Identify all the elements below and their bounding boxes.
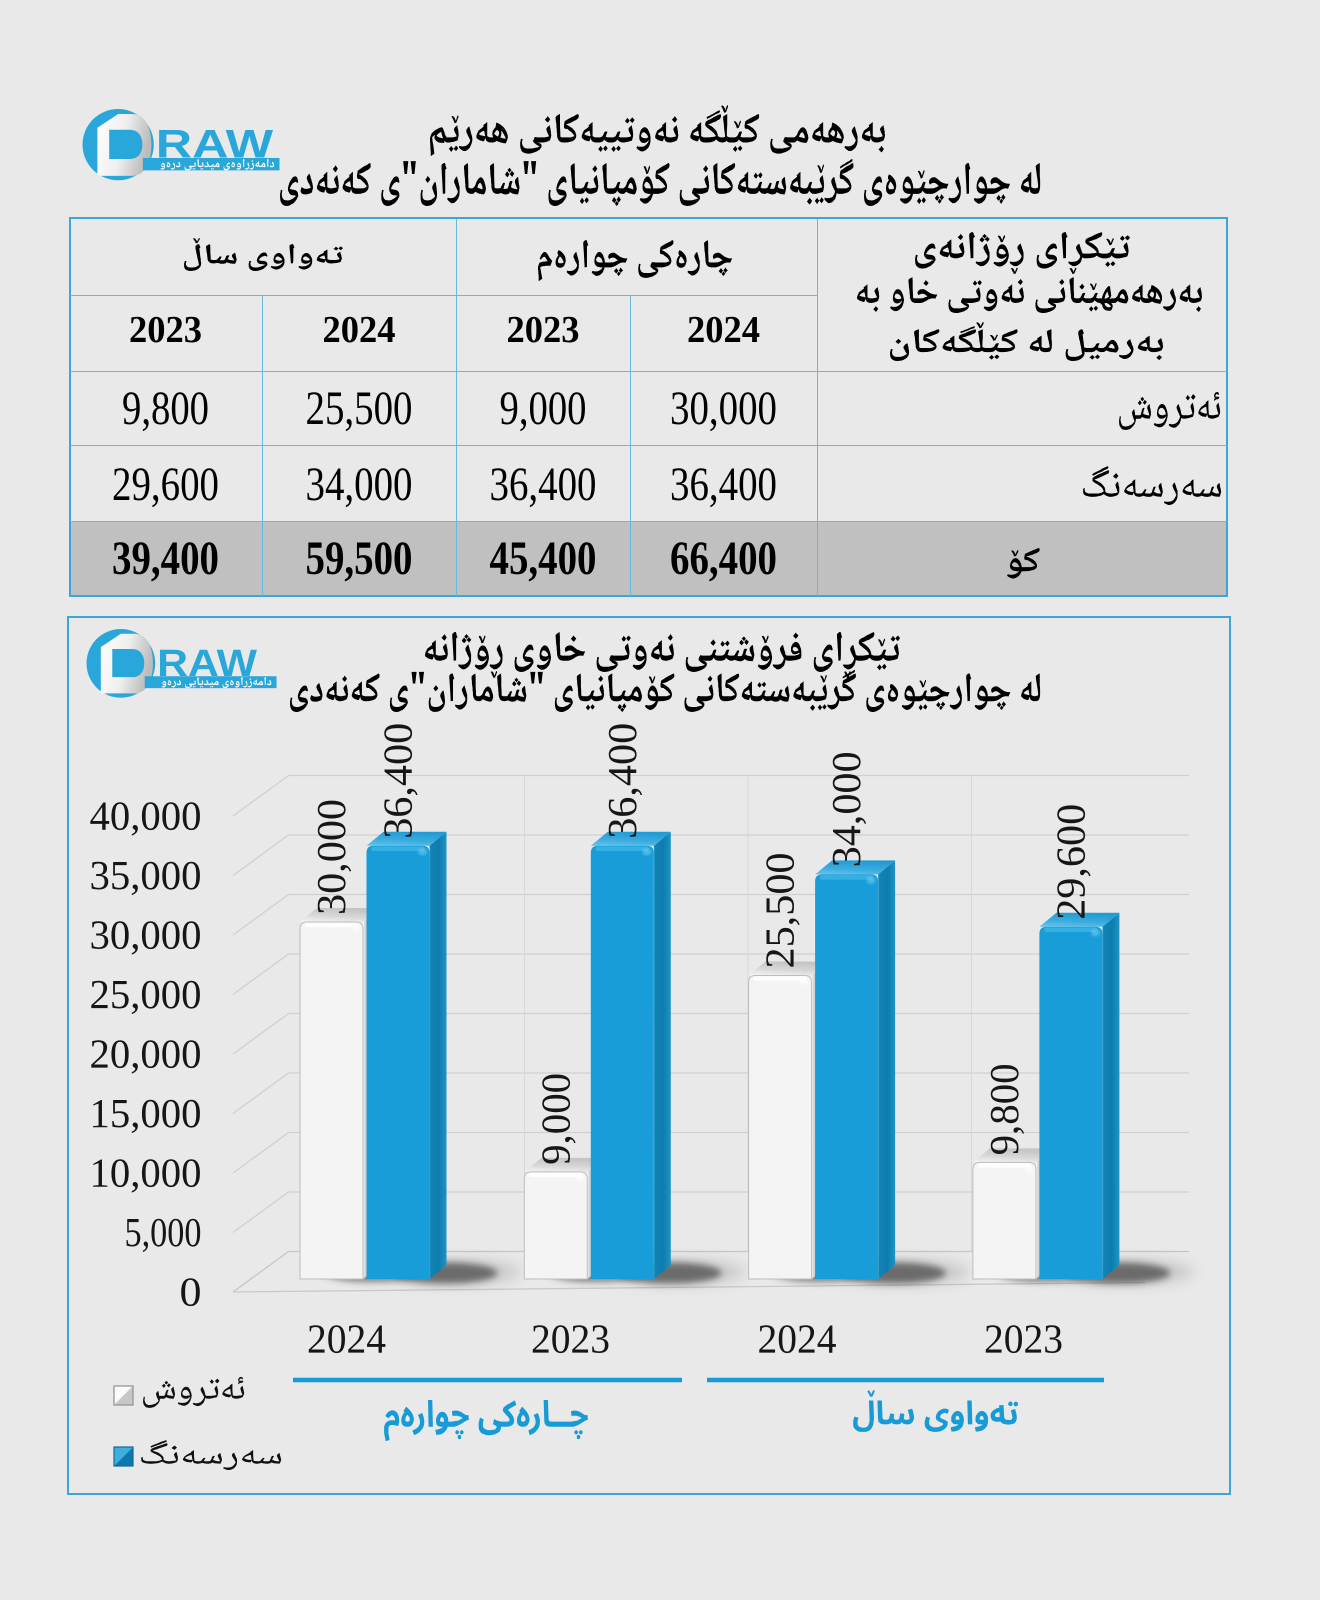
svg-text:2023: 2023 <box>129 309 202 351</box>
svg-text:29,600: 29,600 <box>1047 804 1093 920</box>
svg-text:9,800: 9,800 <box>981 1063 1027 1155</box>
svg-text:2024: 2024 <box>323 309 396 351</box>
svg-text:25,500: 25,500 <box>757 853 803 969</box>
svg-text:10,000: 10,000 <box>90 1150 202 1196</box>
svg-text:30,000: 30,000 <box>670 382 777 435</box>
svg-text:39,400: 39,400 <box>112 532 219 585</box>
svg-text:35,000: 35,000 <box>90 852 202 898</box>
svg-text:2024: 2024 <box>758 1316 837 1362</box>
svg-text:25,500: 25,500 <box>306 382 413 435</box>
svg-text:34,000: 34,000 <box>306 458 413 511</box>
svg-text:0: 0 <box>180 1269 202 1315</box>
svg-text:34,000: 34,000 <box>823 751 869 867</box>
svg-text:36,400: 36,400 <box>599 723 645 839</box>
svg-text:29,600: 29,600 <box>112 458 219 511</box>
svg-text:36,400: 36,400 <box>375 723 421 839</box>
svg-text:9,000: 9,000 <box>500 382 587 435</box>
svg-text:30,000: 30,000 <box>308 799 354 915</box>
svg-text:2023: 2023 <box>531 1316 610 1362</box>
svg-text:5,000: 5,000 <box>125 1209 202 1255</box>
svg-text:2024: 2024 <box>307 1316 386 1362</box>
svg-text:9,800: 9,800 <box>122 382 209 435</box>
svg-text:9,000: 9,000 <box>532 1073 578 1165</box>
svg-text:2023: 2023 <box>984 1316 1063 1362</box>
svg-text:2023: 2023 <box>507 309 580 351</box>
svg-text:2024: 2024 <box>687 309 760 351</box>
svg-text:45,400: 45,400 <box>490 532 597 585</box>
svg-text:25,000: 25,000 <box>90 971 202 1017</box>
svg-text:20,000: 20,000 <box>90 1031 202 1077</box>
svg-text:15,000: 15,000 <box>90 1090 202 1136</box>
svg-text:59,500: 59,500 <box>306 532 413 585</box>
svg-text:36,400: 36,400 <box>670 458 777 511</box>
svg-text:40,000: 40,000 <box>90 793 202 839</box>
svg-text:30,000: 30,000 <box>90 912 202 958</box>
svg-text:36,400: 36,400 <box>490 458 597 511</box>
svg-text:66,400: 66,400 <box>670 532 777 585</box>
